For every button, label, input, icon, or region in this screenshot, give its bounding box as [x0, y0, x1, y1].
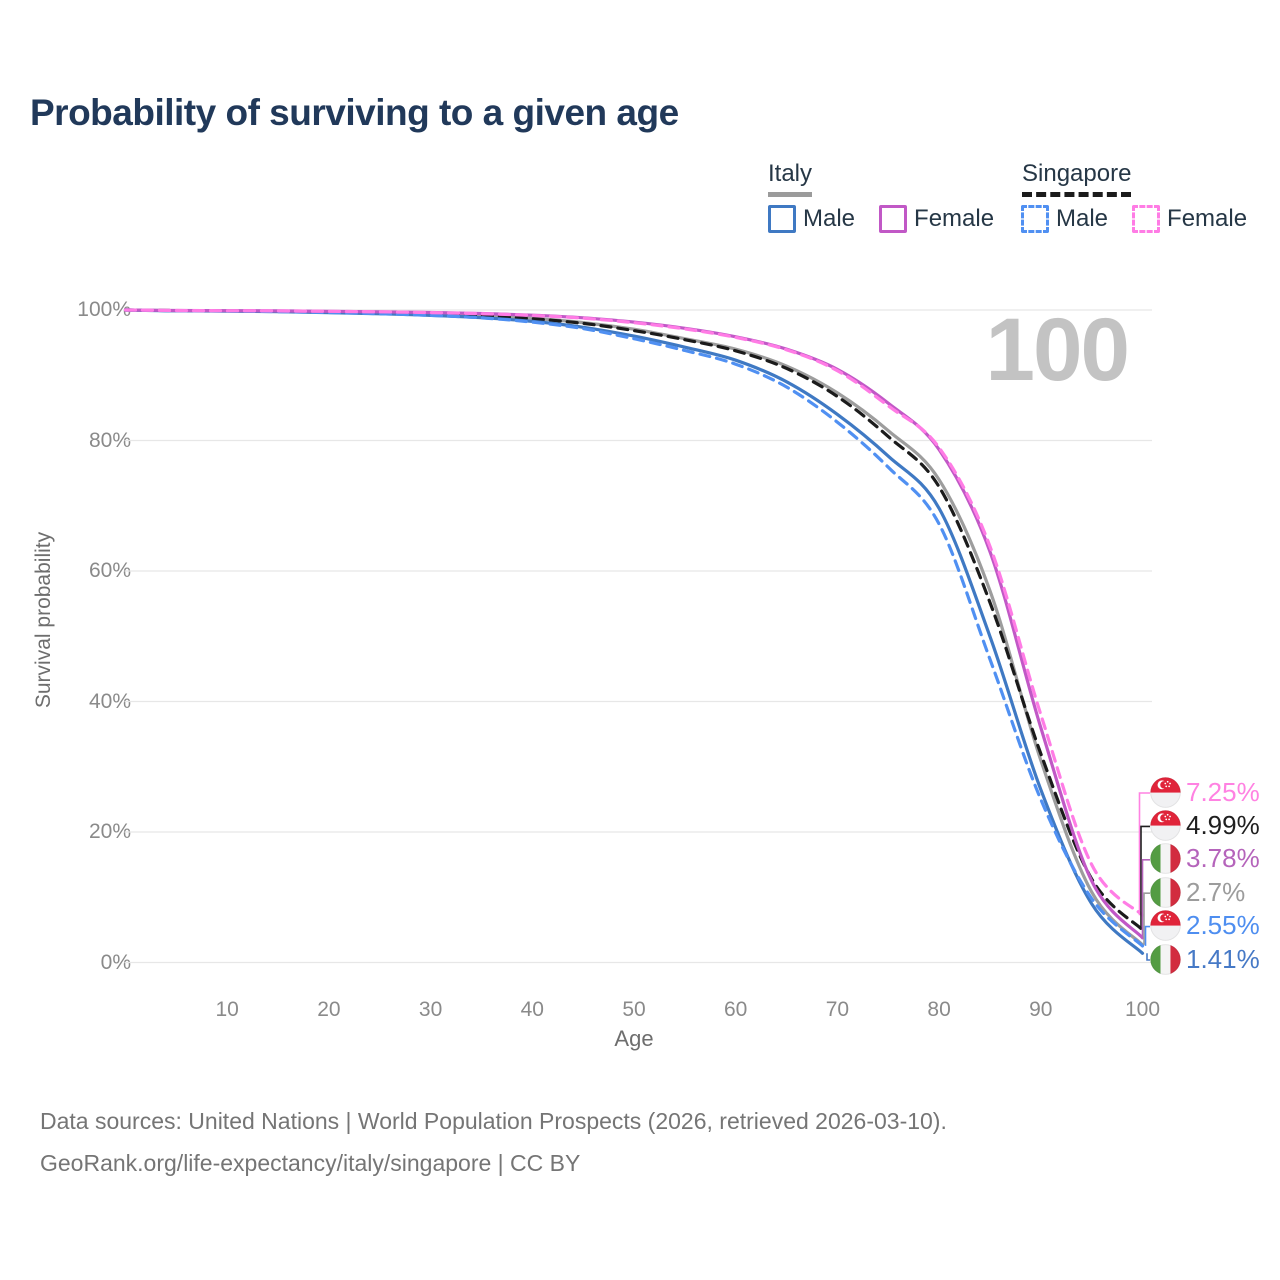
leader-line [1140, 825, 1150, 930]
legend-singapore-male-swatch[interactable] [1021, 205, 1049, 233]
leader-line [1143, 892, 1150, 945]
end-label-value: 4.99% [1186, 809, 1260, 840]
legend-italy-female-swatch[interactable] [879, 205, 908, 233]
leader-line [1146, 953, 1150, 961]
singapore-flag-icon [1150, 776, 1181, 808]
end-label-singapore-male[interactable]: 2.55% [1150, 910, 1260, 941]
x-tick-label: 90 [1029, 998, 1053, 1021]
watermark-age-100: 100 [985, 299, 1130, 399]
x-tick-label: 80 [927, 998, 951, 1021]
end-label-value: 2.7% [1186, 876, 1246, 907]
end-label-singapore[interactable]: 4.99% [1150, 810, 1260, 841]
leader-line [1144, 925, 1150, 946]
x-tick-label: 40 [520, 998, 544, 1021]
leader-line [1141, 859, 1150, 938]
y-tick-label: 60% [88, 559, 131, 582]
end-label-value: 7.25% [1186, 776, 1260, 807]
legend-italy-male-label[interactable]: Male [803, 205, 856, 232]
y-tick-label: 40% [88, 689, 131, 713]
end-label-value: 3.78% [1186, 843, 1260, 874]
end-label-italy[interactable]: 2.7% [1150, 877, 1245, 908]
series-line-singapore-male[interactable] [123, 308, 1145, 948]
x-tick-label: 50 [622, 998, 646, 1021]
legend-singapore-male-label[interactable]: Male [1056, 205, 1109, 232]
legend-singapore-header[interactable]: Singapore [1022, 160, 1132, 197]
singapore-flag-icon [1150, 910, 1181, 941]
y-tick-label: 80% [88, 428, 131, 452]
x-axis-title: Age [614, 1026, 654, 1051]
end-label-italy-male[interactable]: 1.41% [1150, 944, 1260, 975]
footer-attribution: GeoRank.org/life-expectancy/italy/singap… [40, 1150, 581, 1176]
italy-flag-icon [1150, 876, 1181, 908]
series-line-italy-female[interactable] [123, 308, 1145, 940]
x-tick-label: 10 [215, 998, 239, 1021]
series-line-italy[interactable] [123, 308, 1145, 947]
page-title: Probability of surviving to a given age [30, 92, 679, 133]
singapore-flag-icon [1150, 809, 1181, 841]
legend-italy-header[interactable]: Italy [768, 160, 813, 197]
y-tick-label: 100% [77, 298, 131, 321]
legend-italy-label: Italy [768, 160, 813, 187]
legend-singapore-items: Male Female [1021, 205, 1271, 233]
x-tick-label: 30 [418, 998, 443, 1021]
end-label-italy-female[interactable]: 3.78% [1150, 843, 1260, 875]
legend-singapore-female-label[interactable]: Female [1167, 205, 1248, 232]
end-label-value: 2.55% [1186, 910, 1260, 941]
x-tick-label: 20 [317, 998, 341, 1021]
x-tick-label: 70 [825, 998, 850, 1021]
legend-singapore-label: Singapore [1022, 160, 1132, 187]
x-tick-label: 60 [724, 998, 748, 1021]
legend-italy-items: Male Female [768, 205, 1018, 233]
legend-singapore-female-swatch[interactable] [1132, 205, 1161, 233]
series-line-italy-male[interactable] [123, 308, 1145, 955]
series-line-singapore[interactable] [123, 308, 1145, 932]
end-label-singapore-female[interactable]: 7.25% [1150, 777, 1260, 808]
footer-data-sources: Data sources: United Nations | World Pop… [40, 1108, 947, 1134]
end-label-value: 1.41% [1186, 943, 1260, 974]
italy-flag-icon [1150, 943, 1181, 975]
leader-line [1138, 792, 1150, 916]
y-tick-label: 20% [88, 820, 131, 843]
x-tick-label: 100 [1124, 998, 1161, 1021]
legend-italy-male-swatch[interactable] [768, 205, 796, 233]
italy-flag-icon [1150, 843, 1181, 875]
y-tick-label: 0% [100, 950, 131, 974]
legend-italy-female-label[interactable]: Female [914, 205, 995, 232]
series-line-singapore-female[interactable] [123, 308, 1145, 917]
